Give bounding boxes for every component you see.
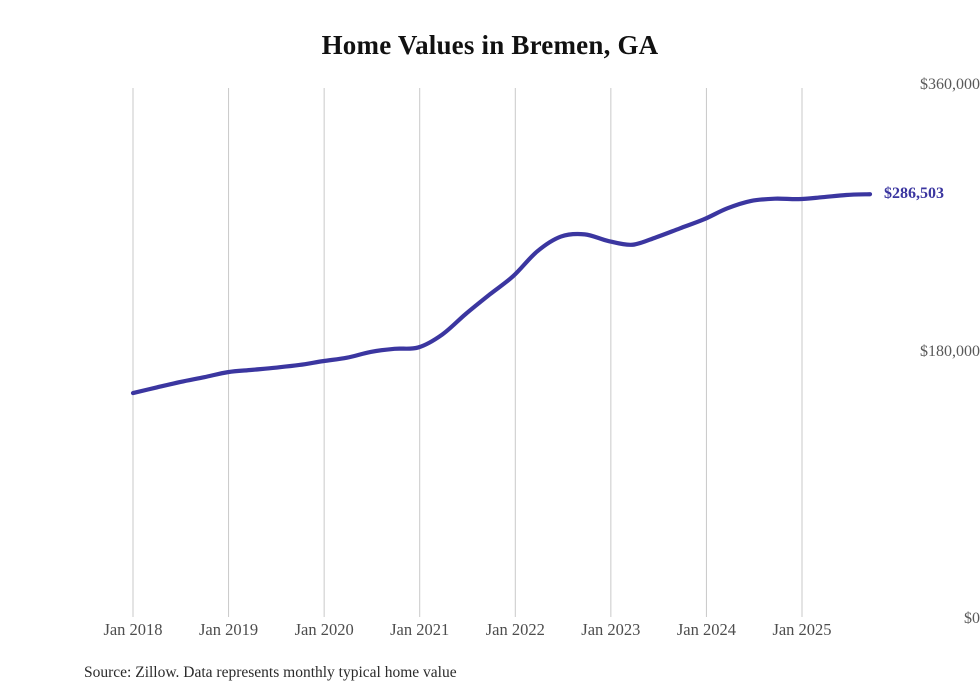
series-line-group — [130, 192, 873, 396]
x-axis-tick-jan-2022: Jan 2022 — [485, 620, 545, 639]
x-axis-tick-jan-2020: Jan 2020 — [294, 620, 354, 639]
y-axis-tick-0: $0 — [964, 610, 980, 627]
gridlines — [132, 88, 803, 617]
x-axis-tick-jan-2024: Jan 2024 — [676, 620, 736, 639]
series-end-value-label: $286,503 — [884, 185, 944, 203]
y-axis-tick-360000: $360,000 — [920, 76, 980, 93]
x-axis-tick-jan-2019: Jan 2019 — [199, 620, 259, 639]
chart-title: Home Values in Bremen, GA — [321, 30, 659, 60]
y-axis-tick-180000: $180,000 — [920, 343, 980, 360]
x-axis-tick-jan-2023: Jan 2023 — [581, 620, 641, 639]
x-axis-tick-jan-2018: Jan 2018 — [103, 620, 163, 639]
x-axis-tick-jan-2021: Jan 2021 — [390, 620, 450, 639]
source-note: Source: Zillow. Data represents monthly … — [84, 664, 457, 681]
series-line-typical-home-value — [130, 192, 873, 396]
x-axis-tick-jan-2025: Jan 2025 — [772, 620, 832, 639]
